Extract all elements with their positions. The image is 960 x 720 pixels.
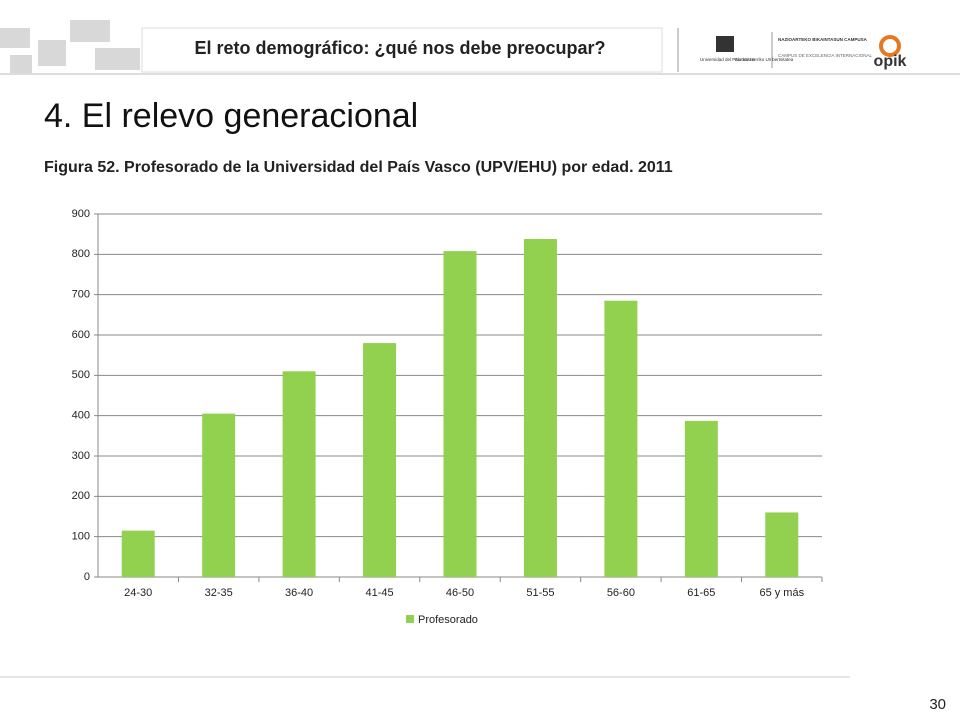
y-tick-label: 700 bbox=[72, 289, 90, 301]
logo-text: CAMPUS DE EXCELENCIA INTERNACIONAL bbox=[778, 53, 873, 58]
x-tick-label: 56-60 bbox=[607, 587, 635, 599]
y-tick-label: 0 bbox=[84, 571, 90, 583]
x-tick-label: 65 y más bbox=[759, 587, 804, 599]
bar bbox=[443, 251, 477, 577]
deco bbox=[70, 20, 110, 42]
y-tick-label: 500 bbox=[72, 369, 90, 381]
page-number: 30 bbox=[929, 696, 946, 713]
logo-text: opik bbox=[874, 53, 907, 70]
y-tick-label: 400 bbox=[72, 410, 90, 422]
header-decoration bbox=[0, 20, 140, 73]
y-tick-label: 900 bbox=[72, 208, 90, 220]
header-box bbox=[141, 27, 663, 73]
deco bbox=[95, 48, 140, 70]
x-tick-label: 51-55 bbox=[526, 587, 554, 599]
slide-title: 4. El relevo generacional bbox=[44, 97, 418, 135]
bar bbox=[523, 239, 557, 578]
bar bbox=[765, 512, 799, 577]
x-tick-label: 32-35 bbox=[205, 587, 233, 599]
bar bbox=[363, 343, 397, 577]
logo-icon bbox=[716, 36, 734, 52]
y-tick-label: 200 bbox=[72, 490, 90, 502]
logo-icon bbox=[879, 35, 901, 57]
y-tick-label: 600 bbox=[72, 329, 90, 341]
deco bbox=[38, 40, 66, 66]
legend-label: Profesorado bbox=[418, 614, 478, 626]
bar bbox=[282, 371, 316, 577]
y-tick-label: 100 bbox=[72, 531, 90, 543]
x-tick-label: 41-45 bbox=[365, 587, 393, 599]
header-title: El reto demográfico: ¿qué nos debe preoc… bbox=[194, 38, 605, 58]
bar bbox=[121, 530, 155, 577]
deco bbox=[10, 55, 32, 73]
logo-text: NAZIOARTEKO BIKAINTASUN CAMPUSA bbox=[778, 37, 868, 42]
logo-text: Universidad del País Vasco bbox=[700, 57, 755, 62]
logo-text: Euskal Herriko Unibertsitatea bbox=[735, 57, 794, 62]
bar bbox=[684, 420, 718, 577]
chart-title: Figura 52. Profesorado de la Universidad… bbox=[44, 159, 673, 176]
x-tick-label: 24-30 bbox=[124, 587, 152, 599]
bar bbox=[202, 413, 236, 577]
deco bbox=[0, 28, 30, 48]
x-tick-label: 46-50 bbox=[446, 587, 474, 599]
y-tick-label: 800 bbox=[72, 248, 90, 260]
x-tick-label: 36-40 bbox=[285, 587, 313, 599]
bar bbox=[604, 300, 638, 577]
y-tick-label: 300 bbox=[72, 450, 90, 462]
legend-swatch bbox=[406, 615, 414, 623]
x-tick-label: 61-65 bbox=[687, 587, 715, 599]
